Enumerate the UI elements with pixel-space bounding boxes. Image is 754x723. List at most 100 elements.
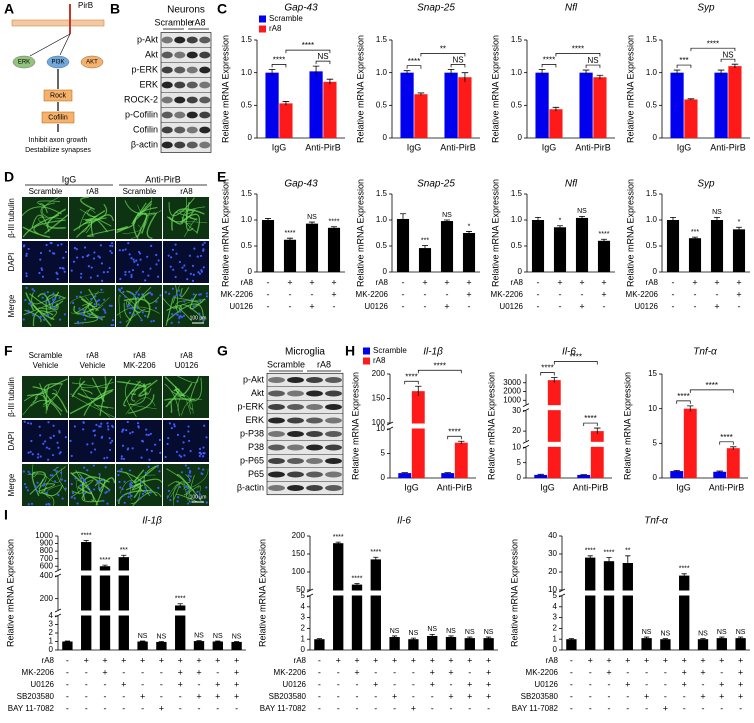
axis-break — [563, 591, 751, 596]
y-tick-label: 0.5 — [511, 241, 523, 250]
condition-sign: - — [66, 691, 69, 701]
significance-label: *** — [421, 237, 429, 244]
condition-sign: - — [720, 703, 723, 713]
nucleus — [59, 452, 61, 454]
y-axis-label: Relative mRNA Expression — [355, 179, 365, 287]
nucleus — [38, 272, 40, 274]
nucleus — [186, 278, 188, 280]
condition-sign: + — [486, 679, 491, 689]
bar — [284, 240, 296, 272]
significance-bracket — [554, 362, 597, 365]
bar — [408, 639, 418, 650]
nucleus — [91, 266, 93, 268]
chart-title: Gap-43 — [284, 179, 318, 190]
condition-label: SB203580 — [17, 692, 55, 701]
significance-label: **** — [677, 392, 689, 401]
significance-label: * — [738, 219, 741, 226]
significance-bracket — [316, 61, 330, 64]
y-tick-label: 100 — [292, 567, 306, 576]
condition-sign: - — [626, 667, 629, 677]
nucleus — [109, 449, 111, 451]
condition-sign: - — [702, 679, 705, 689]
condition-sign: - — [537, 277, 540, 287]
bar — [566, 639, 576, 650]
condition-sign: + — [466, 277, 471, 287]
nucleus — [109, 245, 111, 247]
y-tick-label: 1.0 — [376, 68, 388, 77]
bar — [465, 638, 475, 650]
bar — [711, 220, 723, 272]
condition-sign: - — [589, 703, 592, 713]
y-tick-label: 0 — [553, 645, 558, 654]
row-label: DAPI — [7, 432, 16, 451]
micrograph — [163, 420, 209, 462]
nucleus — [103, 299, 105, 301]
nucleus — [49, 250, 51, 252]
nucleus — [177, 434, 179, 436]
axis-break — [391, 424, 477, 429]
group-label: IgG — [62, 174, 77, 184]
y-tick-label: 1.5 — [511, 189, 523, 198]
bar — [579, 73, 592, 138]
legend-swatch — [363, 348, 370, 355]
y-tick-label: 0 — [301, 645, 306, 654]
nucleus — [170, 256, 172, 258]
condition-sign: - — [160, 691, 163, 701]
y-axis-label: Relative mRNA Expression — [220, 35, 230, 143]
nucleus — [104, 310, 106, 312]
y-tick-label: 200 — [40, 594, 54, 603]
nucleus — [30, 303, 32, 305]
blot-row-label: β-actin — [237, 482, 264, 492]
y-tick-label: 1.0 — [511, 215, 523, 224]
condition-sign: - — [570, 655, 573, 665]
nucleus — [128, 304, 130, 306]
significance-bracket — [407, 66, 421, 69]
y-tick-label: 20 — [512, 426, 521, 435]
condition-sign: - — [66, 655, 69, 665]
condition-sign: - — [570, 703, 573, 713]
nucleus — [187, 467, 189, 469]
condition-sign: + — [606, 667, 611, 677]
bar — [333, 543, 343, 650]
condition-label: BAY 11-7082 — [512, 704, 559, 713]
y-tick-label: 2 — [49, 628, 54, 637]
nucleus — [128, 271, 130, 273]
blot-band — [325, 472, 342, 478]
nucleus — [32, 288, 34, 290]
condition-sign: + — [411, 655, 416, 665]
blot-title: Microglia — [285, 347, 325, 358]
significance-label: NS — [577, 208, 587, 215]
significance-label: NS — [698, 631, 708, 638]
significance-label: **** — [543, 56, 555, 65]
nucleus — [103, 457, 105, 459]
nucleus — [47, 503, 49, 505]
blot-row-label: p-P38 — [240, 428, 264, 438]
nucleus — [129, 483, 131, 485]
column-label: Vehicle — [33, 361, 59, 370]
nucleus — [149, 292, 151, 294]
nucleus — [171, 322, 173, 324]
nucleus — [189, 479, 191, 481]
micrograph — [163, 241, 209, 283]
condition-sign: - — [198, 679, 201, 689]
condition-sign: + — [178, 667, 183, 677]
nucleus — [53, 469, 55, 471]
column-label: rA8 — [180, 187, 193, 196]
condition-sign: - — [311, 289, 314, 299]
nucleus — [98, 303, 100, 305]
condition-sign: - — [487, 703, 490, 713]
y-tick-label: 5 — [517, 458, 522, 467]
significance-label: NS — [427, 626, 437, 633]
nucleus — [187, 430, 189, 432]
condition-sign: - — [664, 679, 667, 689]
chart-title: Nfl — [565, 179, 578, 190]
bar — [427, 636, 437, 650]
condition-sign: - — [393, 703, 396, 713]
significance-label: NS — [442, 212, 452, 219]
nucleus — [111, 305, 113, 307]
condition-sign: - — [738, 301, 741, 311]
y-axis-label: Relative mRNA Expression — [257, 539, 267, 647]
nucleus — [76, 296, 78, 298]
nucleus — [131, 495, 133, 497]
